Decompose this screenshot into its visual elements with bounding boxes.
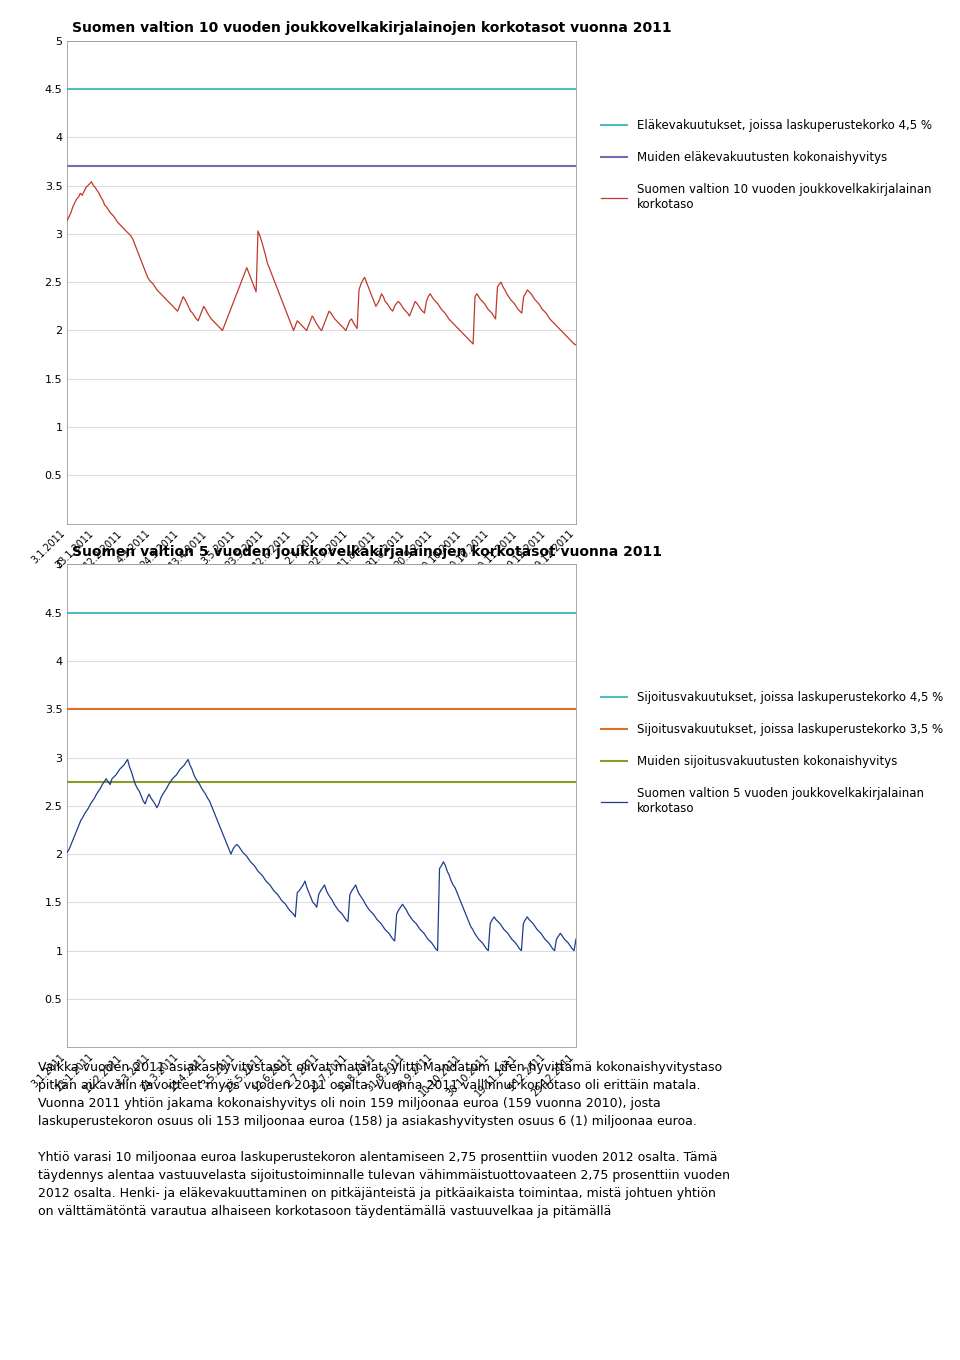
- Legend: Eläkevakuutukset, joissa laskuperustekorko 4,5 %, Muiden eläkevakuutusten kokona: Eläkevakuutukset, joissa laskuperustekor…: [601, 120, 931, 211]
- Text: Vaikka vuoden 2011 asiakashyvitystasot olivat matalat, ylitti Mandatum Lifen hyv: Vaikka vuoden 2011 asiakashyvitystasot o…: [38, 1061, 731, 1217]
- Text: Suomen valtion 5 vuoden joukkovelkakirjalainojen korkotasot vuonna 2011: Suomen valtion 5 vuoden joukkovelkakirja…: [72, 545, 662, 559]
- Text: Suomen valtion 10 vuoden joukkovelkakirjalainojen korkotasot vuonna 2011: Suomen valtion 10 vuoden joukkovelkakirj…: [72, 22, 672, 35]
- Legend: Sijoitusvakuutukset, joissa laskuperustekorko 4,5 %, Sijoitusvakuutukset, joissa: Sijoitusvakuutukset, joissa laskuperuste…: [601, 691, 943, 815]
